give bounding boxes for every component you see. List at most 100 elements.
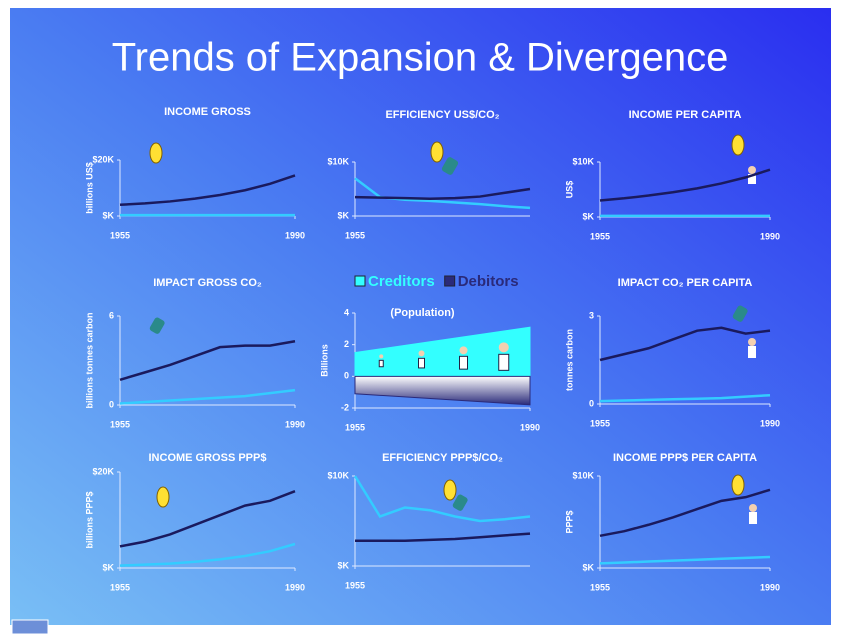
line: [599, 555, 771, 565]
chart-title: IMPACT GROSS CO₂: [153, 277, 262, 289]
y-tick-label: $10K: [572, 156, 594, 166]
nav-button[interactable]: [11, 619, 49, 635]
barrel-icon: [441, 157, 459, 175]
x-tick-label: 1955: [345, 580, 365, 590]
person-icon: [418, 357, 425, 369]
chart-title: INCOME PER CAPITA: [629, 109, 742, 121]
line: [119, 174, 296, 207]
dollar-icon: [149, 142, 163, 164]
barrel-icon: [732, 305, 748, 322]
legend-label: Debitors: [458, 273, 519, 290]
person-icon: [748, 166, 756, 174]
x-tick-label: 1990: [760, 418, 780, 428]
x-tick-label: 1955: [110, 230, 130, 240]
y-tick-label: 0: [589, 398, 594, 408]
slide-title: Trends of Expansion & Divergence: [112, 36, 729, 80]
x-tick-label: 1955: [110, 582, 130, 592]
y-tick-label: 6: [109, 310, 114, 320]
y-tick-label: 4: [344, 307, 349, 317]
y-axis-label: billions US$: [84, 162, 94, 214]
area: [354, 375, 531, 406]
x-tick-label: 1990: [520, 422, 540, 432]
decorations: [11, 134, 757, 635]
x-tick-label: 1955: [590, 418, 610, 428]
y-tick-label: $10K: [327, 156, 349, 166]
y-tick-label: $20K: [92, 154, 114, 164]
line: [599, 168, 771, 202]
x-tick-label: 1955: [345, 422, 365, 432]
annotation: (Population): [390, 307, 454, 319]
person-icon: [418, 350, 425, 357]
dollar-icon: [430, 141, 444, 163]
line: [119, 339, 296, 381]
chart-title: INCOME PPP$ PER CAPITA: [613, 452, 757, 464]
chart-title: IMPACT CO₂ PER CAPITA: [618, 277, 753, 289]
person-icon: [749, 504, 757, 512]
x-tick-label: 1990: [285, 582, 305, 592]
person-icon: [749, 512, 757, 524]
x-tick-label: 1990: [285, 230, 305, 240]
legend-swatch: [354, 275, 366, 287]
person-icon: [379, 354, 384, 359]
line: [119, 388, 296, 405]
y-tick-label: 0: [344, 371, 349, 381]
legend-label: Creditors: [368, 273, 435, 290]
y-tick-label: $K: [337, 560, 349, 570]
x-tick-label: 1955: [590, 582, 610, 592]
barrel-icon: [149, 317, 165, 334]
x-tick-label: 1990: [760, 231, 780, 241]
y-tick-label: $10K: [327, 470, 349, 480]
y-tick-label: $K: [582, 562, 594, 572]
chart-title: EFFICIENCY PPP$/CO₂: [382, 452, 503, 464]
y-tick-label: $K: [102, 210, 114, 220]
person-icon: [498, 342, 509, 353]
person-icon: [748, 346, 756, 358]
person-icon: [378, 359, 384, 368]
y-axis-label: billions tonnes carbon: [84, 312, 94, 408]
x-tick-label: 1990: [285, 419, 305, 429]
dollar-icon: [156, 486, 170, 508]
x-tick-label: 1955: [110, 419, 130, 429]
dollar-icon: [443, 479, 457, 501]
y-tick-label: -2: [341, 402, 349, 412]
y-tick-label: $20K: [92, 466, 114, 476]
legend-swatch: [444, 275, 456, 287]
line: [354, 187, 531, 200]
line: [599, 488, 771, 538]
y-axis-label: billions PPP$: [84, 491, 94, 548]
y-tick-label: 3: [589, 310, 594, 320]
x-tick-label: 1990: [760, 582, 780, 592]
chart-title: INCOME GROSS: [164, 106, 251, 118]
person-icon: [459, 346, 468, 355]
line: [599, 393, 771, 403]
line: [119, 490, 296, 548]
y-axis-label: Billions: [319, 344, 329, 377]
background: [10, 8, 831, 625]
dollar-icon: [731, 134, 745, 156]
person-icon: [748, 338, 756, 346]
line: [355, 532, 531, 543]
y-axis-label: PPP$: [564, 510, 574, 533]
person-icon: [748, 174, 756, 184]
person-icon: [498, 353, 510, 371]
line: [119, 542, 296, 567]
chart-title: INCOME GROSS PPP$: [149, 452, 267, 464]
y-axis-label: US$: [564, 181, 574, 199]
x-tick-label: 1955: [590, 231, 610, 241]
y-axis-label: tonnes carbon: [564, 329, 574, 391]
y-tick-label: $10K: [572, 470, 594, 480]
chart-title: EFFICIENCY US$/CO₂: [385, 109, 499, 121]
y-tick-label: $K: [337, 210, 349, 220]
y-tick-label: 0: [109, 399, 114, 409]
line: [599, 326, 771, 362]
y-tick-label: 2: [344, 339, 349, 349]
barrel-icon: [452, 494, 468, 511]
y-tick-label: $K: [102, 562, 114, 572]
line: [353, 475, 531, 523]
y-tick-label: $K: [582, 211, 594, 221]
person-icon: [459, 355, 468, 370]
dollar-icon: [731, 474, 745, 496]
x-tick-label: 1955: [345, 230, 365, 240]
